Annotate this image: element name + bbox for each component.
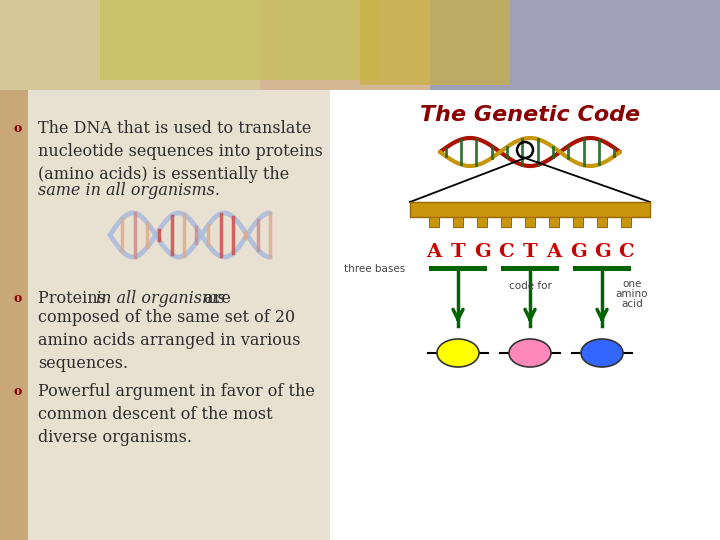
Text: G: G: [594, 243, 611, 261]
Bar: [501, 217, 511, 227]
Bar: [477, 217, 487, 227]
Bar: [430, 0, 720, 90]
Text: A: A: [546, 243, 562, 261]
Bar: [410, 202, 650, 217]
Bar: [573, 266, 631, 271]
Bar: [429, 217, 439, 227]
Text: The DNA that is used to translate
nucleotide sequences into proteins
(amino acid: The DNA that is used to translate nucleo…: [38, 120, 323, 183]
Text: o: o: [14, 385, 22, 398]
Text: Proteins: Proteins: [38, 290, 111, 307]
Bar: [453, 217, 463, 227]
Text: three bases: three bases: [343, 264, 405, 273]
Bar: [501, 266, 559, 271]
Bar: [0, 90, 720, 540]
Ellipse shape: [581, 339, 623, 367]
Bar: [0, 0, 260, 90]
Text: G: G: [570, 243, 586, 261]
Text: The Genetic Code: The Genetic Code: [420, 105, 640, 125]
Bar: [621, 217, 631, 227]
Bar: [549, 217, 559, 227]
Text: C: C: [618, 243, 634, 261]
Text: T: T: [451, 243, 465, 261]
Text: G: G: [474, 243, 490, 261]
Text: amino: amino: [616, 289, 648, 299]
Text: in all organisms: in all organisms: [96, 290, 225, 307]
Text: one: one: [622, 279, 642, 289]
Bar: [100, 0, 380, 80]
Text: o: o: [14, 292, 22, 305]
Text: T: T: [523, 243, 537, 261]
Text: A: A: [426, 243, 441, 261]
Text: code for: code for: [508, 281, 552, 291]
Bar: [0, 90, 28, 540]
Text: Powerful argument in favor of the
common descent of the most
diverse organisms.: Powerful argument in favor of the common…: [38, 383, 315, 445]
Ellipse shape: [437, 339, 479, 367]
Bar: [360, 0, 510, 85]
Bar: [597, 217, 607, 227]
Bar: [429, 266, 487, 271]
Ellipse shape: [509, 339, 551, 367]
Text: same in all organisms.: same in all organisms.: [38, 182, 220, 199]
Text: acid: acid: [621, 299, 643, 309]
Text: o: o: [14, 122, 22, 135]
Text: composed of the same set of 20
amino acids arranged in various
sequences.: composed of the same set of 20 amino aci…: [38, 309, 300, 372]
Bar: [525, 217, 535, 227]
Bar: [330, 90, 720, 540]
Text: C: C: [498, 243, 514, 261]
Text: are: are: [199, 290, 231, 307]
Bar: [573, 217, 583, 227]
